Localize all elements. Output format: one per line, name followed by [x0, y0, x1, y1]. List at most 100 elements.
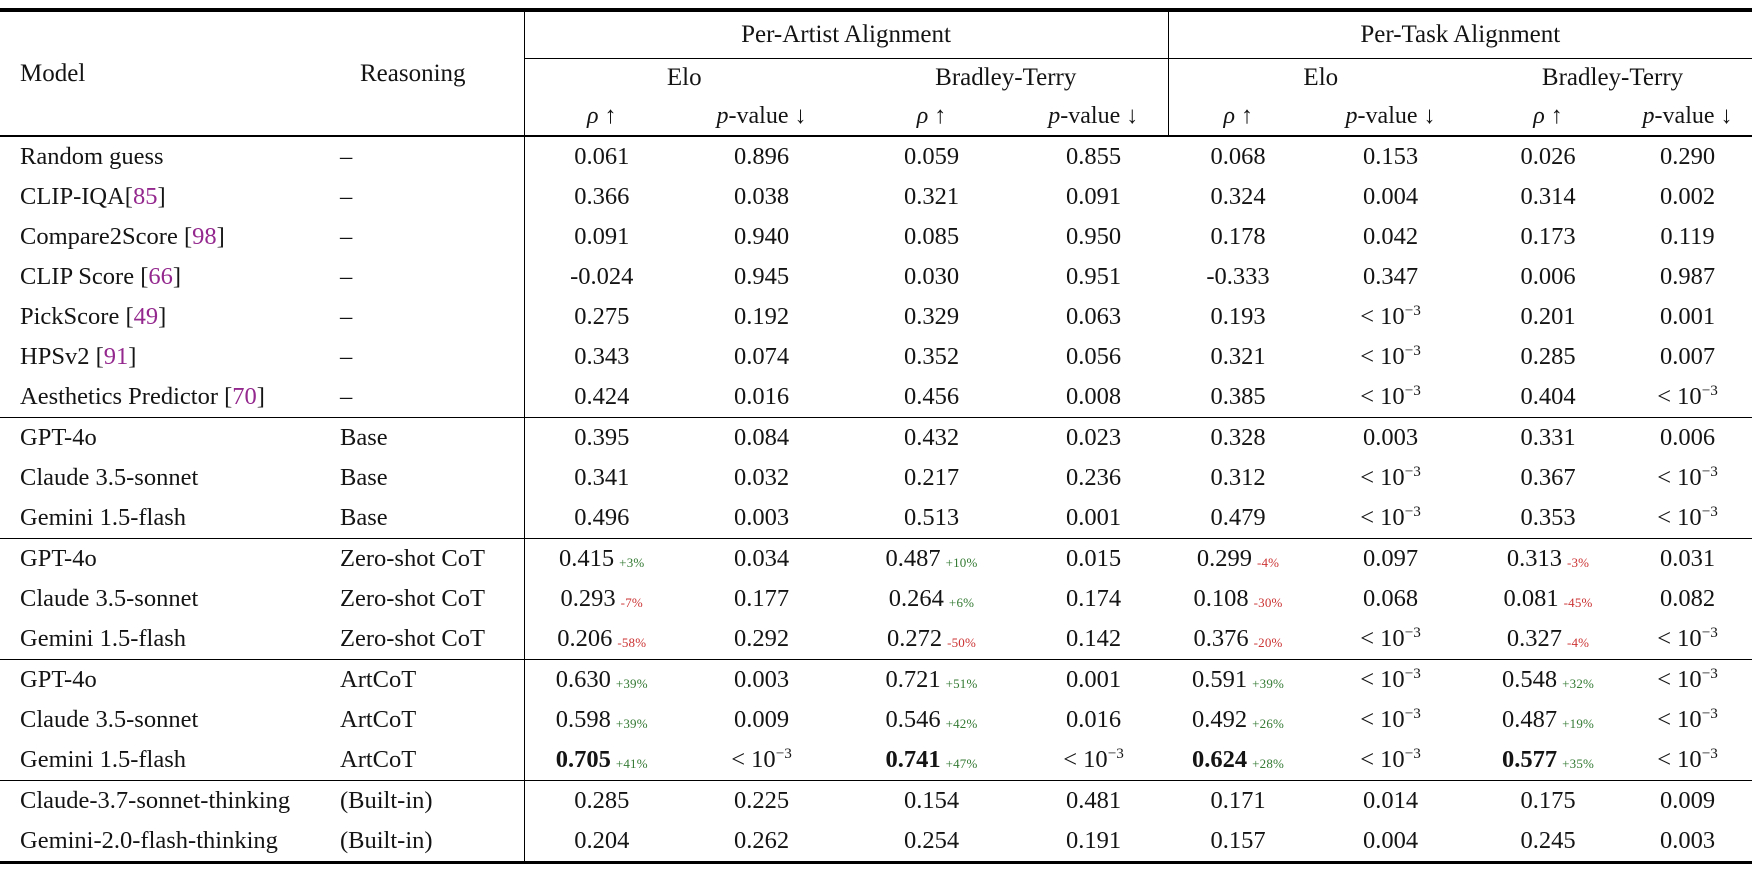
reasoning-cell: – [340, 143, 353, 170]
model-name: CLIP-IQA [20, 183, 125, 210]
value-cell: 0.142 [1019, 619, 1168, 660]
metric-value: 0.341 [574, 464, 630, 491]
metric-value: 0.003 [1659, 827, 1716, 854]
metric-value: 0.896 [733, 143, 790, 170]
metric-value: < 10−3 [1657, 381, 1718, 410]
metric-value: 0.385 [1210, 383, 1266, 410]
reasoning-cell: Zero-shot CoT [340, 625, 485, 652]
delta-badge: +32% [1562, 676, 1595, 691]
value-cell: < 10−3 [1308, 659, 1474, 700]
value-cell: 0.236 [1019, 458, 1168, 498]
metric-value: 0.007 [1659, 343, 1716, 370]
value-cell: 0.174 [1019, 579, 1168, 619]
value-cell: 0.097 [1308, 538, 1474, 579]
metric-value: 0.331 [1520, 424, 1576, 451]
value-cell: 0.091 [523, 217, 679, 257]
metric-value: 0.353 [1520, 504, 1576, 531]
metric-value: < 10−3 [731, 744, 792, 773]
metric-value: 0.299 [1196, 545, 1252, 572]
value-cell: 0.479 [1168, 498, 1308, 539]
model-cell: HPSv2 [91] [0, 337, 340, 377]
rho-symbol: ρ [586, 102, 599, 129]
value-cell: 0.896 [679, 136, 844, 177]
col-header-per-artist-alignment: Per-Artist Alignment [523, 10, 1169, 59]
citation-bracket: [ [140, 263, 149, 290]
citation-ref[interactable]: 98 [192, 223, 217, 250]
metric-value: < 10−3 [1657, 664, 1718, 693]
delta-badge: -7% [620, 595, 643, 610]
value-cell: 0.204 [523, 821, 679, 864]
value-cell: 0.341 [523, 458, 679, 498]
value-cell: 0.193 [1168, 297, 1308, 337]
value-cell: 0.153 [1308, 136, 1473, 177]
value-cell: 0.173 [1473, 217, 1623, 257]
value-cell: 0.630 +39% [523, 659, 679, 700]
metric-value: 0.016 [1065, 706, 1122, 733]
metric-value: 0.285 [574, 787, 630, 814]
col-header-rho: ρ ↑ [844, 97, 1019, 137]
citation-ref[interactable]: 91 [103, 343, 129, 370]
value-cell: 0.001 [1623, 297, 1752, 337]
value-cell: 0.004 [1308, 821, 1474, 864]
metric-value: < 10−3 [1657, 502, 1718, 531]
value-cell: 0.987 [1623, 257, 1752, 297]
metric-value: 0.001 [1659, 303, 1716, 330]
reasoning-cell: Zero-shot CoT [340, 585, 485, 612]
delta-badge: +39% [1252, 676, 1285, 691]
value-cell: 0.034 [679, 538, 844, 579]
citation-ref[interactable]: 49 [133, 303, 159, 330]
metric-value: 0.178 [1210, 223, 1266, 250]
value-cell: 0.003 [1623, 821, 1752, 864]
model-cell: PickScore [49] [0, 297, 340, 337]
value-cell: 0.009 [1623, 780, 1752, 821]
metric-value: 0.002 [1659, 183, 1716, 210]
value-cell: 0.327 -4% [1473, 619, 1623, 660]
metric-value: 0.026 [1520, 143, 1576, 170]
metric-value: 0.352 [903, 343, 960, 370]
metric-value: 0.068 [1362, 585, 1419, 612]
col-header-method: Bradley-Terry [935, 64, 1077, 91]
p-symbol: p [716, 102, 729, 129]
model-cell: Random guess [0, 136, 340, 177]
value-cell: 0.038 [679, 177, 844, 217]
citation-ref[interactable]: 70 [232, 383, 257, 410]
metric-value: 0.157 [1210, 827, 1266, 854]
metric-value: 0.034 [733, 545, 790, 572]
model-name: Gemini-2.0-flash-thinking [20, 827, 278, 854]
reasoning-cell: Base [340, 504, 388, 531]
delta-badge: -3% [1566, 555, 1590, 570]
metric-value: 0.014 [1362, 787, 1419, 814]
value-cell: 0.275 [523, 297, 679, 337]
table-header: Model Reasoning Per-Artist Alignment Per… [0, 10, 1752, 137]
metric-value: 0.347 [1362, 263, 1419, 290]
metric-value: 0.004 [1362, 183, 1419, 210]
model-name: Random guess [20, 143, 164, 170]
citation-ref[interactable]: 66 [148, 263, 173, 290]
citation-ref[interactable]: 85 [132, 183, 158, 210]
metric-value: 0.119 [1660, 223, 1715, 250]
value-cell: 0.324 [1168, 177, 1308, 217]
metric-value: < 10−3 [1063, 744, 1124, 773]
value-cell: 0.031 [1623, 538, 1752, 579]
reasoning-cell: – [340, 183, 353, 210]
value-cell: 0.331 [1473, 417, 1624, 458]
metric-value: < 10−3 [1360, 502, 1421, 531]
metric-value: < 10−3 [1657, 744, 1718, 773]
value-cell: 0.254 [844, 821, 1019, 864]
model-cell: Gemini 1.5-flash [0, 740, 340, 781]
value-cell: 0.178 [1168, 217, 1308, 257]
value-cell: 0.367 [1473, 458, 1623, 498]
model-cell: GPT-4o [0, 538, 340, 579]
metric-value: 0.245 [1520, 827, 1576, 854]
value-cell: 0.624 +28% [1168, 740, 1308, 781]
value-cell: < 10−3 [1623, 458, 1752, 498]
value-cell: 0.001 [1019, 659, 1169, 700]
model-cell: CLIP Score [66] [0, 257, 340, 297]
p-symbol: p [1048, 102, 1061, 129]
value-cell: 0.343 [523, 337, 679, 377]
value-cell: 0.945 [679, 257, 844, 297]
col-header-reasoning: Reasoning [340, 10, 524, 137]
value-cell: 0.091 [1019, 177, 1168, 217]
model-name: CLIP Score [20, 263, 141, 290]
model-name: GPT-4o [20, 666, 97, 693]
